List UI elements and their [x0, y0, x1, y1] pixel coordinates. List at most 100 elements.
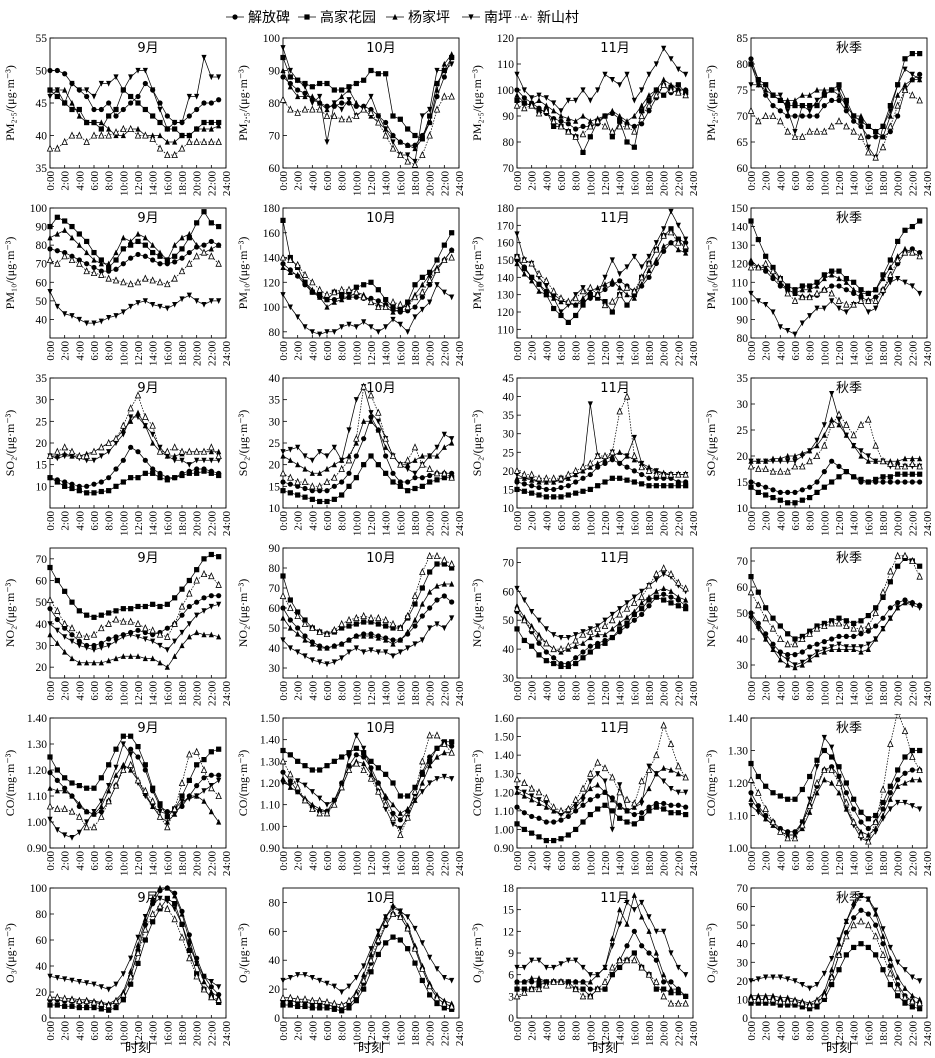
data-point — [551, 632, 556, 638]
data-point — [566, 121, 571, 126]
data-point — [646, 928, 651, 934]
x-tick-label: 0:00 — [45, 681, 57, 701]
data-point — [324, 292, 329, 298]
data-point — [69, 107, 74, 112]
data-point — [179, 603, 184, 609]
data-point — [785, 641, 790, 647]
y-tick-label: 1.40 — [27, 714, 47, 725]
data-point — [639, 606, 644, 611]
y-tick-label: 100 — [731, 296, 749, 308]
data-point — [551, 661, 556, 666]
x-tick-label: 6:00 — [556, 511, 568, 531]
x-tick-label: 10:00 — [585, 341, 597, 367]
data-point — [646, 483, 651, 488]
data-point — [128, 747, 133, 752]
data-point — [588, 134, 593, 139]
data-point — [420, 113, 425, 119]
data-point — [851, 129, 856, 135]
data-point — [580, 649, 585, 654]
y-tick-label: 20 — [269, 460, 281, 472]
data-point — [280, 97, 285, 103]
data-point — [121, 107, 126, 112]
data-point — [522, 780, 527, 786]
data-point — [895, 783, 900, 789]
data-point — [661, 979, 666, 984]
data-point — [536, 282, 541, 287]
x-tick-label: 4:00 — [775, 171, 787, 191]
x-tick-label: 20:00 — [659, 171, 671, 197]
series-line — [517, 478, 686, 497]
data-point — [390, 471, 395, 476]
plot-frame — [283, 208, 459, 338]
data-point — [361, 436, 366, 441]
x-tick-label: 18:00 — [644, 681, 656, 707]
series-line — [283, 564, 452, 634]
y-tick-label: 40 — [269, 374, 281, 385]
data-point — [150, 423, 155, 429]
data-point — [807, 774, 812, 779]
series-line — [283, 417, 452, 491]
y-tick-label: 1.50 — [260, 714, 280, 725]
y-axis-label: NO₂/(μg·m⁻³) — [470, 579, 484, 648]
series-3 — [280, 45, 454, 164]
data-point — [763, 466, 768, 472]
data-point — [135, 100, 140, 105]
data-point — [201, 571, 206, 577]
data-point — [324, 466, 329, 472]
data-point — [851, 922, 856, 928]
y-axis-label: PM₁₀/(μg·m⁻³) — [3, 237, 17, 310]
y-tick-label: 120 — [497, 34, 515, 45]
data-point — [632, 929, 637, 934]
data-point — [917, 479, 922, 484]
data-point — [310, 1005, 315, 1010]
data-point — [280, 292, 285, 298]
data-point — [800, 498, 805, 503]
x-tick-label: 20:00 — [659, 511, 671, 537]
data-point — [302, 453, 307, 459]
data-point — [317, 1005, 322, 1010]
x-tick-label: 6:00 — [89, 341, 101, 361]
data-point — [580, 476, 585, 481]
y-axis-label: NO₂/(μg·m⁻³) — [3, 579, 17, 648]
series-line — [50, 888, 219, 1004]
data-point — [866, 309, 871, 315]
data-point — [113, 107, 118, 112]
series-line — [283, 58, 452, 146]
data-point — [917, 806, 922, 812]
y-axis-label: PM₂.₅/(μg·m⁻³) — [470, 65, 484, 141]
y-axis-label: CO/(mg·m⁻³) — [470, 750, 484, 817]
data-point — [295, 625, 300, 630]
data-point — [748, 218, 753, 223]
data-point — [143, 254, 148, 259]
data-point — [179, 473, 184, 478]
data-point — [288, 475, 293, 481]
series-3 — [514, 764, 688, 833]
data-point — [558, 485, 563, 490]
data-point — [822, 748, 827, 753]
x-tick-label: 0:00 — [746, 1021, 758, 1041]
data-point — [807, 655, 812, 661]
x-tick-label: 20:00 — [659, 1021, 671, 1047]
x-tick-label: 4:00 — [541, 171, 553, 191]
data-point — [873, 610, 878, 616]
x-tick-label: 4:00 — [74, 511, 86, 531]
data-point — [836, 464, 841, 469]
data-point — [209, 253, 214, 259]
y-tick-label: 3 — [508, 991, 514, 1003]
series-4 — [47, 392, 221, 458]
data-point — [814, 490, 819, 495]
data-point — [77, 783, 82, 788]
data-point — [676, 603, 681, 608]
y-tick-label: 25 — [737, 425, 749, 437]
data-point — [302, 324, 307, 330]
x-tick-label: 10:00 — [351, 171, 363, 197]
data-point — [398, 817, 403, 822]
x-tick-label: 8:00 — [571, 341, 583, 361]
series-3 — [748, 735, 922, 845]
data-point — [588, 401, 593, 407]
data-point — [580, 113, 585, 119]
x-tick-label: 6:00 — [322, 681, 334, 701]
